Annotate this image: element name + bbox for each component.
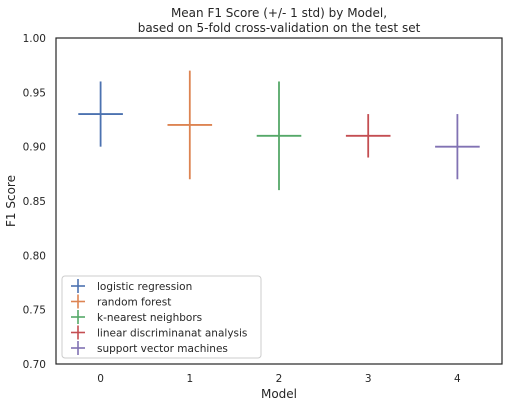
legend-label: linear discriminanat analysis bbox=[97, 328, 247, 340]
legend-label: logistic regression bbox=[97, 281, 192, 293]
legend-item: linear discriminanat analysis bbox=[71, 325, 247, 340]
x-tick-label: 4 bbox=[454, 373, 461, 385]
x-tick-label: 2 bbox=[276, 373, 283, 385]
x-axis-ticks: 0 1 2 3 4 bbox=[97, 373, 461, 385]
y-tick-label: 0.75 bbox=[23, 305, 46, 317]
y-axis-ticks: 0.70 0.75 0.80 0.85 0.90 0.95 1.00 bbox=[23, 33, 46, 371]
y-tick-label: 0.90 bbox=[23, 142, 46, 154]
series-cross bbox=[345, 114, 391, 158]
y-tick-label: 0.70 bbox=[23, 359, 46, 371]
legend: logistic regression random forest k-neares… bbox=[61, 275, 262, 359]
legend-item: logistic regression bbox=[71, 279, 192, 293]
y-tick-label: 0.85 bbox=[23, 196, 46, 208]
y-tick-label: 0.80 bbox=[23, 250, 46, 262]
legend-label: support vector machines bbox=[97, 343, 228, 355]
x-tick-label: 3 bbox=[365, 373, 372, 385]
data-marks bbox=[78, 70, 480, 191]
x-axis-label: Model bbox=[261, 387, 297, 401]
legend-item: support vector machines bbox=[71, 341, 228, 355]
legend-item: random forest bbox=[71, 294, 171, 309]
series-cross bbox=[256, 81, 302, 191]
legend-label: random forest bbox=[97, 297, 171, 309]
y-tick-label: 1.00 bbox=[23, 33, 46, 45]
x-tick-label: 0 bbox=[97, 373, 104, 385]
legend-label: k-nearest neighbors bbox=[97, 312, 202, 324]
y-tick-label: 0.95 bbox=[23, 87, 46, 99]
series-cross bbox=[78, 81, 123, 147]
plot-frame bbox=[55, 37, 503, 365]
legend-item: k-nearest neighbors bbox=[71, 310, 202, 324]
y-axis-label: F1 Score bbox=[4, 175, 18, 227]
legend-box bbox=[61, 275, 262, 359]
series-cross bbox=[167, 70, 213, 180]
chart-title-line-1: Mean F1 Score (+/- 1 std) by Model, bbox=[171, 6, 387, 20]
chart-title-line-2: based on 5-fold cross-validation on the … bbox=[138, 21, 421, 35]
x-tick-label: 1 bbox=[186, 373, 193, 385]
series-cross bbox=[435, 114, 480, 180]
